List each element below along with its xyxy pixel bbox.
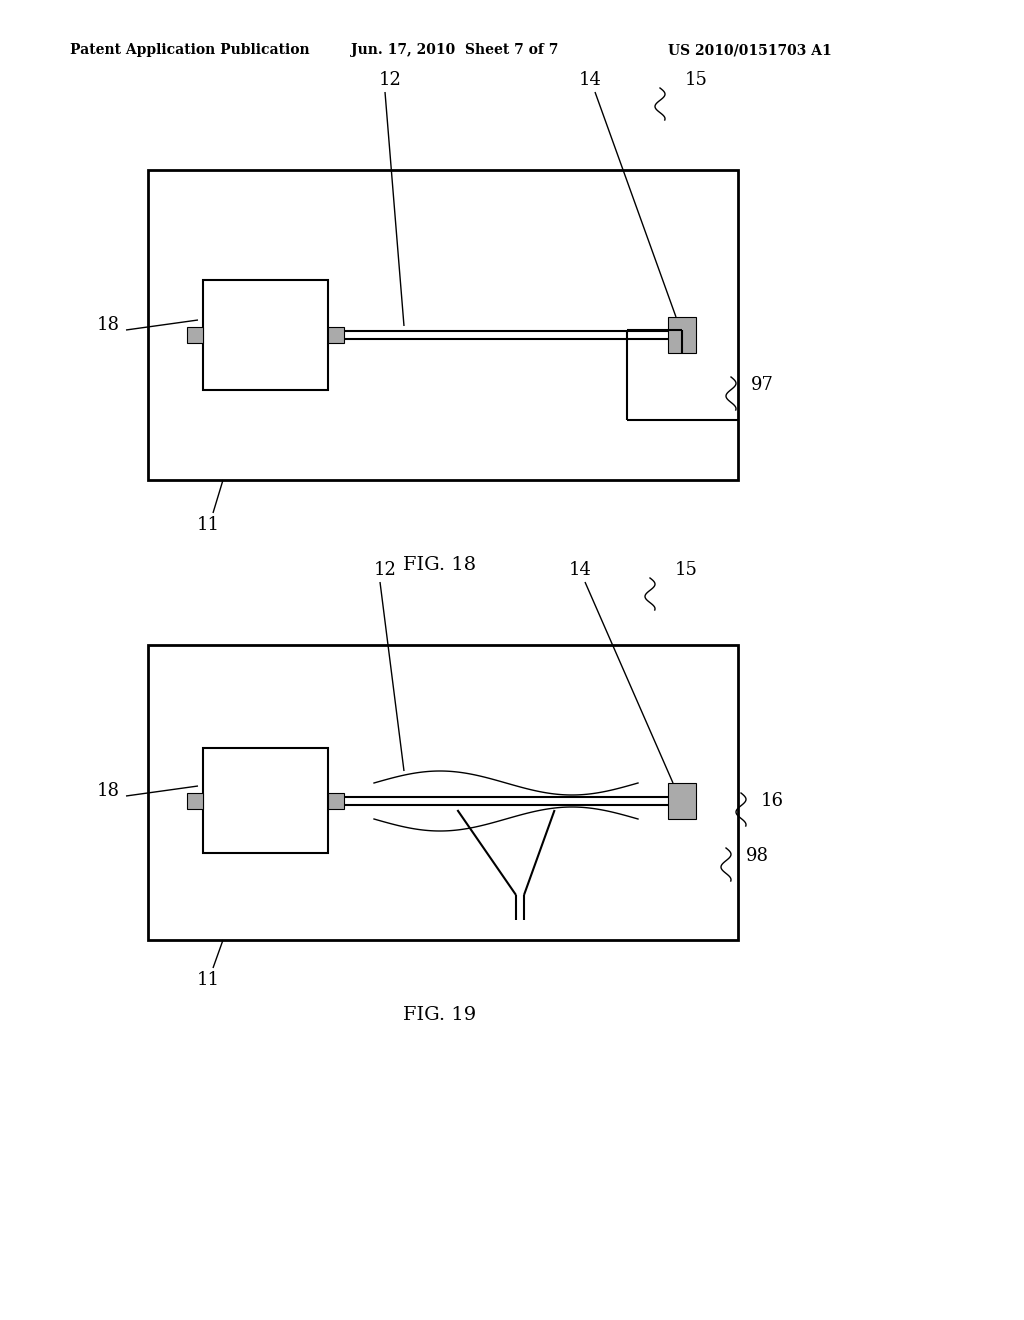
- Bar: [203, 280, 328, 389]
- Bar: [187, 327, 203, 343]
- Bar: [187, 793, 203, 809]
- Text: 98: 98: [746, 847, 769, 865]
- Bar: [328, 793, 344, 809]
- Text: 15: 15: [675, 561, 698, 579]
- Text: 11: 11: [197, 516, 219, 535]
- Text: 14: 14: [568, 561, 592, 579]
- Text: 16: 16: [761, 792, 784, 810]
- Text: 15: 15: [685, 71, 708, 88]
- Text: FIG. 18: FIG. 18: [403, 556, 476, 574]
- Text: US 2010/0151703 A1: US 2010/0151703 A1: [668, 44, 831, 57]
- Text: 97: 97: [751, 376, 774, 393]
- Bar: [668, 783, 696, 818]
- Text: Jun. 17, 2010  Sheet 7 of 7: Jun. 17, 2010 Sheet 7 of 7: [351, 44, 559, 57]
- Text: 14: 14: [579, 71, 601, 88]
- Bar: [148, 170, 738, 480]
- Bar: [328, 327, 344, 343]
- Bar: [344, 331, 668, 339]
- Bar: [344, 797, 668, 805]
- Text: 12: 12: [374, 561, 396, 579]
- Text: Patent Application Publication: Patent Application Publication: [71, 44, 310, 57]
- Bar: [203, 748, 328, 853]
- Text: 18: 18: [97, 315, 120, 334]
- Text: FIG. 19: FIG. 19: [403, 1006, 476, 1024]
- Bar: [668, 317, 696, 352]
- Text: 18: 18: [97, 781, 120, 800]
- Text: 11: 11: [197, 972, 219, 989]
- Bar: [148, 645, 738, 940]
- Text: 12: 12: [379, 71, 401, 88]
